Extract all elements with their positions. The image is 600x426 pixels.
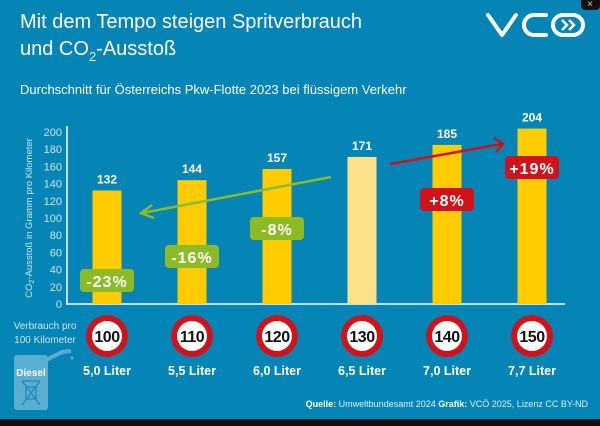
bar-150 [517, 128, 547, 304]
bar-140 [432, 144, 462, 304]
svg-text:-8%: -8% [261, 222, 292, 239]
subtitle: Durchschnitt für Österreichs Pkw-Flotte … [20, 82, 407, 97]
speed-sign-130: 130 [341, 315, 383, 357]
speed-label: 110 [180, 329, 205, 346]
y-tick-label: 100 [44, 213, 62, 225]
speed-sign-110: 110 [171, 315, 213, 357]
bar-value-label: 132 [97, 172, 117, 186]
consumption-value: 6,0 Liter [253, 364, 301, 378]
vco-logo [486, 13, 585, 37]
speed-label: 100 [94, 329, 120, 346]
bar-value-label: 171 [352, 139, 372, 153]
change-badge: +8% [420, 188, 474, 211]
consumption-label-line1: Verbrauch pro [14, 321, 77, 332]
consumption-value: 6,5 Liter [338, 364, 386, 378]
bar-value-label: 144 [182, 162, 202, 176]
svg-text:-16%: -16% [171, 250, 212, 267]
svg-text:+19%: +19% [509, 161, 554, 178]
consumption-value: 5,5 Liter [168, 364, 216, 378]
speed-sign-100: 100 [86, 315, 128, 357]
bar-value-label: 185 [437, 127, 457, 141]
bar-110 [177, 180, 207, 304]
close-icon[interactable]: × [581, 0, 600, 10]
bar-130 [347, 156, 377, 304]
change-badge: -16% [165, 245, 219, 268]
title-line2: und CO2-Ausstoß [20, 38, 176, 64]
speed-sign-140: 140 [426, 315, 468, 357]
change-badge: +19% [505, 156, 559, 179]
change-badge: -8% [250, 217, 304, 240]
consumption-value: 5,0 Liter [83, 364, 131, 378]
y-tick-label: 60 [50, 247, 62, 259]
y-tick-label: 120 [44, 196, 62, 208]
y-tick-label: 200 [44, 127, 62, 139]
y-axis-label: CO2-Ausstoß in Gramm pro Kilometer [24, 138, 36, 298]
bar-value-label: 157 [267, 151, 287, 165]
title-line1: Mit dem Tempo steigen Spritverbrauch [20, 11, 362, 33]
change-badge: -23% [80, 269, 134, 292]
speed-sign-150: 150 [511, 315, 553, 357]
svg-text:+8%: +8% [429, 193, 464, 210]
source-line: Quelle: Umweltbundesamt 2024 Grafik: VCÖ… [306, 399, 589, 409]
speed-label: 120 [264, 329, 290, 346]
increase-arrow [389, 136, 505, 166]
svg-text:-23%: -23% [86, 274, 127, 291]
speed-label: 150 [519, 329, 545, 346]
y-tick-label: 80 [50, 230, 62, 242]
consumption-value: 7,7 Liter [508, 364, 556, 378]
bar-value-label: 204 [522, 111, 542, 125]
speed-label: 140 [434, 329, 460, 346]
y-tick-label: 40 [50, 265, 62, 277]
y-tick-label: 20 [50, 282, 62, 294]
consumption-value: 7,0 Liter [423, 364, 471, 378]
decrease-arrow [138, 175, 332, 220]
y-tick-label: 180 [44, 144, 62, 156]
y-tick-label: 140 [44, 179, 62, 191]
y-tick-label: 0 [56, 299, 62, 311]
speed-label: 130 [349, 329, 375, 346]
consumption-label-line2: 100 Kilometer [14, 335, 76, 346]
svg-text:×: × [587, 0, 593, 10]
svg-text:Diesel: Diesel [16, 368, 46, 379]
fuel-canister-icon: Diesel [14, 349, 74, 410]
y-tick-label: 160 [44, 161, 62, 173]
speed-sign-120: 120 [256, 315, 298, 357]
